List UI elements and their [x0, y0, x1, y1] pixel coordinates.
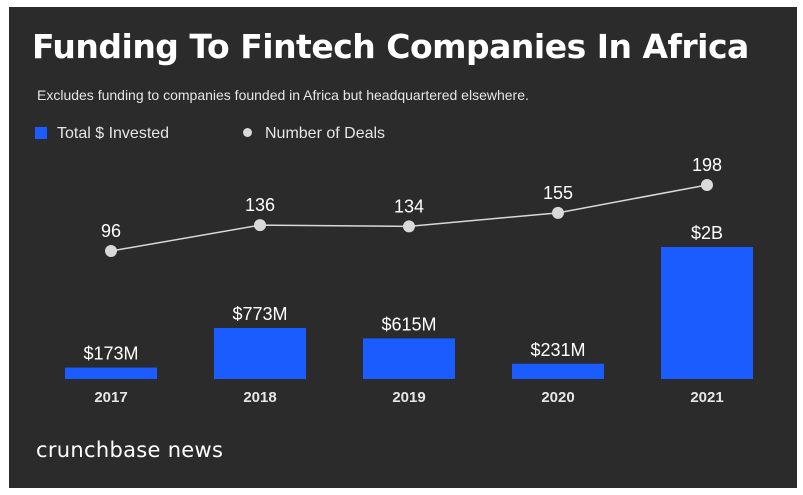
- deals-label-2019: 134: [394, 196, 424, 216]
- bar-label-2021: $2B: [691, 223, 723, 243]
- bar-label-2018: $773M: [232, 304, 287, 324]
- legend-bar-swatch: [35, 127, 47, 139]
- deals-label-2018: 136: [245, 195, 275, 215]
- deals-line: [110, 184, 708, 252]
- x-tick-2020: 2020: [541, 389, 574, 406]
- deals-point-2020: [552, 206, 564, 219]
- deals-label-2017: 96: [101, 221, 121, 241]
- deals-point-2018: [254, 219, 266, 232]
- legend-invested: Total $ Invested: [35, 125, 169, 143]
- bar-2021: [661, 247, 753, 379]
- deals-point-2019: [403, 220, 415, 233]
- bar-2019: [363, 338, 455, 379]
- brand-logo-text: crunchbase news: [36, 438, 224, 462]
- x-tick-2021: 2021: [690, 389, 723, 406]
- deals-label-2020: 155: [543, 183, 573, 203]
- x-tick-2018: 2018: [243, 389, 276, 406]
- bar-label-2019: $615M: [381, 314, 436, 334]
- legend-dot-marker: [243, 128, 252, 137]
- x-tick-2019: 2019: [392, 389, 425, 406]
- bar-label-2020: $231M: [530, 340, 585, 360]
- deals-point-2021: [701, 179, 713, 191]
- deals-point-2017: [105, 245, 117, 257]
- bar-2020: [512, 363, 604, 379]
- legend-invested-label: Total $ Invested: [57, 125, 170, 142]
- chart-subtitle: Excludes funding to companies founded in…: [37, 87, 529, 103]
- legend-deals-label: Number of Deals: [265, 125, 386, 142]
- bar-label-2017: $173M: [83, 344, 138, 364]
- x-tick-2017: 2017: [94, 389, 127, 406]
- legend-deals: Number of Deals: [243, 125, 385, 143]
- deals-label-2021: 198: [692, 155, 722, 175]
- chart-title: Funding To Fintech Companies In Africa: [32, 27, 749, 66]
- bar-2018: [214, 327, 306, 379]
- bar-2017: [65, 367, 157, 379]
